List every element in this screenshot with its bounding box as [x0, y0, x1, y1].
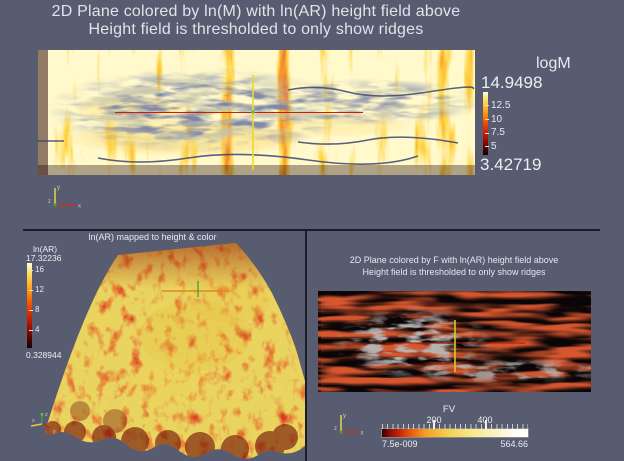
- svg-text:x: x: [32, 418, 35, 424]
- line-probe-vertical[interactable]: [251, 75, 255, 170]
- scalarbar-lnar-max: 17.32236: [26, 253, 62, 263]
- tick-mark: [29, 310, 33, 311]
- probe-intersection-dot: [251, 110, 255, 114]
- br-view-title-line1: 2D Plane colored by F with ln(AR) height…: [349, 255, 559, 265]
- scalarbar-fv-tickmarks: [382, 424, 528, 429]
- scalarbar-logm-tick: 10: [491, 114, 503, 125]
- svg-text:x: x: [78, 204, 81, 210]
- render-view-top: 2D Plane colored by ln(M) with ln(AR) he…: [0, 0, 624, 230]
- render-view-bottom-right: 2D Plane colored by F with ln(AR) height…: [306, 231, 624, 461]
- tick-mark: [485, 146, 489, 147]
- orientation-axes-icon: z x y: [30, 412, 56, 435]
- scalarbar-fv-strip[interactable]: [381, 428, 529, 438]
- tick-mark: [29, 290, 33, 291]
- view-splitter-horizontal[interactable]: [23, 229, 600, 231]
- heatmap-2d-plane-lnM[interactable]: [38, 50, 475, 175]
- scalarbar-lnar-title: ln(AR): [33, 244, 58, 254]
- top-view-title-line1: 2D Plane colored by ln(M) with ln(AR) he…: [51, 3, 461, 20]
- line-probe-terrain[interactable]: [162, 281, 230, 297]
- svg-text:z: z: [334, 426, 337, 432]
- tick-mark: [433, 420, 435, 429]
- scalarbar-logm-strip[interactable]: [483, 92, 489, 155]
- scalarbar-lnar-tick: 8: [35, 305, 40, 314]
- scalarbar-fv-max: 564.66: [500, 439, 528, 449]
- scalarbar-fv-title: FV: [442, 404, 456, 415]
- svg-text:z: z: [48, 199, 51, 205]
- tick-mark: [485, 133, 489, 134]
- tick-mark: [485, 119, 489, 120]
- scalarbar-logm-max: 14.9498: [481, 73, 543, 92]
- svg-text:x: x: [361, 431, 364, 437]
- tick-mark: [29, 330, 33, 331]
- bl-view-title: ln(AR) mapped to height & color: [88, 232, 217, 242]
- svg-text:y: y: [53, 429, 56, 435]
- scalarbar-fv-min: 7.5e-009: [382, 439, 418, 449]
- tick-mark: [485, 105, 489, 106]
- orientation-axes-icon: y x z: [334, 413, 364, 437]
- scalarbar-logm-title: logM: [536, 55, 571, 72]
- scalarbar-lnar-tick: 16: [35, 265, 44, 274]
- svg-text:y: y: [343, 413, 346, 419]
- ridgemap-2d-plane-F[interactable]: [318, 291, 591, 392]
- scalarbar-logm-tick: 5: [491, 141, 497, 152]
- scalarbar-lnar-min: 0.328944: [26, 350, 62, 360]
- ridge-lines: [38, 86, 475, 165]
- render-view-bottom-left: ln(AR) mapped to height & color ln(AR) 1…: [0, 231, 305, 461]
- tick-mark: [29, 270, 33, 271]
- scalarbar-logm-min: 3.42719: [480, 155, 542, 174]
- svg-text:y: y: [57, 185, 60, 191]
- scalarbar-logm-tick: 12.5: [491, 100, 511, 111]
- br-view-title-line2: Height field is thresholded to only show…: [362, 267, 546, 277]
- view-splitter-vertical[interactable]: [305, 230, 307, 461]
- svg-text:z: z: [45, 412, 48, 418]
- scalarbar-lnar-strip[interactable]: [27, 263, 33, 348]
- orientation-axes-icon: y x z: [48, 185, 81, 210]
- terrain-surface-3d[interactable]: [20, 241, 305, 461]
- top-view-title-line2: Height field is thresholded to only show…: [88, 21, 424, 38]
- scalarbar-logm-tick: 7.5: [491, 127, 505, 138]
- scalarbar-lnar-tick: 4: [35, 325, 40, 334]
- scalarbar-lnar-tick: 12: [35, 285, 44, 294]
- tick-mark: [485, 420, 487, 429]
